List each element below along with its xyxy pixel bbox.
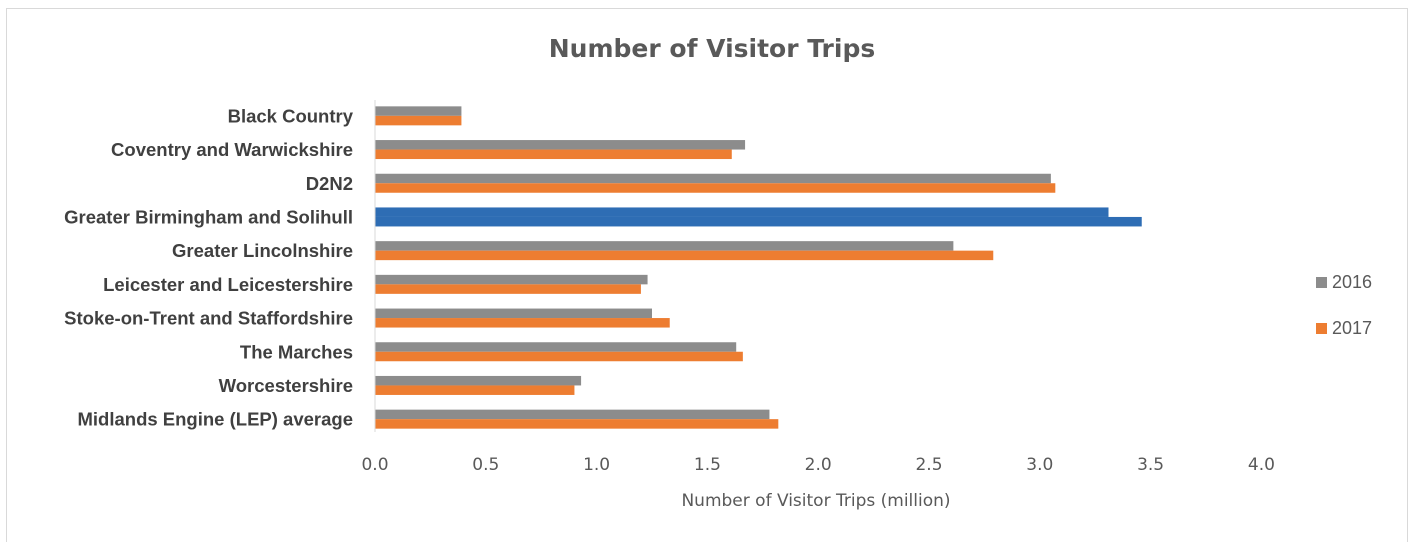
x-tick-label: 3.0 — [1026, 455, 1053, 475]
bar-2017-the-marches — [375, 351, 743, 362]
bar-2016-stoke-on-trent-and-staffordshire — [375, 308, 652, 319]
x-tick-labels: 0.0 0.5 1.0 1.5 2.0 2.5 3.0 3.5 4.0 — [361, 455, 1274, 475]
category-label: Coventry and Warwickshire — [111, 139, 353, 160]
legend-swatch-2017 — [1316, 323, 1327, 334]
x-tick-label: 0.5 — [472, 455, 499, 475]
bar-2017-coventry-and-warwickshire — [375, 149, 732, 160]
bar-2016-black-country — [375, 106, 462, 116]
x-tick-label: 0.0 — [361, 455, 388, 475]
category-label: Worcestershire — [219, 375, 353, 396]
bar-2017-greater-lincolnshire — [375, 250, 994, 261]
legend-label-2017: 2017 — [1332, 318, 1372, 338]
bar-2016-coventry-and-warwickshire — [375, 140, 746, 150]
category-label: Black Country — [228, 105, 354, 126]
category-label: D2N2 — [306, 173, 353, 194]
category-label: Greater Birmingham and Solihull — [64, 206, 353, 227]
bar-2016-greater-birmingham-and-solihull — [375, 207, 1109, 217]
bar-2016-worcestershire — [375, 375, 582, 386]
category-label: Stoke-on-Trent and Staffordshire — [64, 308, 353, 329]
x-tick-label: 4.0 — [1248, 455, 1275, 475]
category-labels: Black Country Coventry and Warwickshire D2… — [64, 105, 354, 429]
bar-2017-leicester-and-leicestershire — [375, 284, 641, 294]
x-tick-label: 2.5 — [915, 455, 942, 475]
bar-2017-midlands-engine-lep-average — [375, 419, 779, 429]
bar-2017-greater-birmingham-and-solihull — [375, 216, 1142, 227]
bar-2017-d2n2 — [375, 183, 1056, 193]
category-label: Greater Lincolnshire — [172, 240, 353, 261]
legend-swatch-2016 — [1316, 277, 1327, 288]
x-tick-label: 3.5 — [1137, 455, 1164, 475]
bar-2016-the-marches — [375, 342, 737, 352]
legend: 2016 2017 — [1316, 272, 1372, 338]
legend-label-2016: 2016 — [1332, 272, 1372, 292]
bar-2016-leicester-and-leicestershire — [375, 274, 648, 285]
x-tick-label: 1.5 — [694, 455, 721, 475]
category-label: Leicester and Leicestershire — [103, 274, 353, 295]
x-tick-label: 1.0 — [583, 455, 610, 475]
category-label: The Marches — [240, 341, 353, 362]
chart-frame — [6, 8, 1408, 542]
chart-title: Number of Visitor Trips — [549, 34, 875, 63]
bar-2017-worcestershire — [375, 385, 575, 395]
category-label: Midlands Engine (LEP) average — [77, 409, 353, 430]
bar-2017-stoke-on-trent-and-staffordshire — [375, 318, 670, 328]
bar-2016-midlands-engine-lep-average — [375, 409, 770, 420]
x-axis-title: Number of Visitor Trips (million) — [681, 491, 950, 511]
bars — [375, 106, 1142, 429]
bar-2016-greater-lincolnshire — [375, 241, 954, 251]
bar-2016-d2n2 — [375, 173, 1051, 184]
x-tick-label: 2.0 — [805, 455, 832, 475]
bar-2017-black-country — [375, 115, 462, 126]
